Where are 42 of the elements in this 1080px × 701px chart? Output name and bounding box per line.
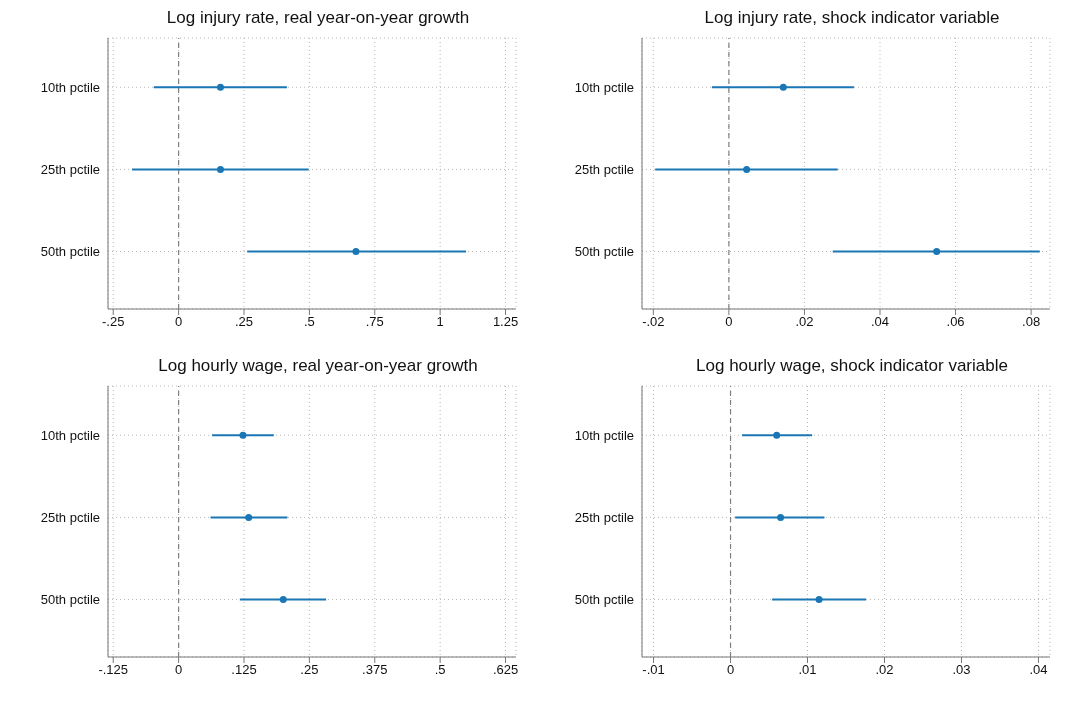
y-tick-label: 50th pctile: [574, 592, 634, 608]
x-tick-label: .625: [492, 662, 519, 678]
x-tick-label: 1.25: [492, 314, 519, 330]
x-tick-label: .5: [303, 314, 315, 330]
x-tick-label: .04: [870, 314, 890, 330]
chart-title: Log injury rate, shock indicator variable: [703, 8, 1001, 29]
x-tick-label: -.01: [642, 662, 665, 678]
x-tick-label: 0: [175, 314, 183, 330]
x-tick-label: .04: [1029, 662, 1048, 678]
x-tick-label: .03: [952, 662, 971, 678]
y-tick-label: 25th pctile: [574, 510, 634, 526]
y-tick-label: 50th pctile: [40, 592, 100, 608]
chart-title: Log hourly wage, real year-on-year growth: [157, 356, 479, 377]
x-tick-label: 0: [726, 662, 735, 678]
y-tick-label: 10th pctile: [40, 427, 100, 443]
x-tick-label: -.125: [98, 662, 129, 678]
x-tick-label: 0: [725, 314, 733, 330]
x-tick-label: .375: [362, 662, 388, 678]
x-tick-label: .125: [231, 662, 257, 678]
y-tick-label: 50th pctile: [40, 244, 100, 260]
x-tick-label: .5: [434, 662, 446, 678]
x-tick-label: -.02: [642, 314, 665, 330]
chart-title: Log hourly wage, shock indicator variable: [695, 356, 1009, 377]
x-tick-label: 0: [175, 662, 183, 678]
x-tick-label: .25: [300, 662, 319, 678]
x-tick-label: -.25: [102, 314, 125, 330]
x-tick-label: .25: [234, 314, 254, 330]
y-tick-label: 10th pctile: [40, 79, 100, 95]
x-tick-label: 1: [436, 314, 444, 330]
x-tick-label: .06: [946, 314, 965, 330]
chart-title: Log injury rate, real year-on-year growth: [165, 8, 471, 29]
y-tick-label: 10th pctile: [574, 427, 634, 443]
y-tick-label: 25th pctile: [40, 510, 100, 526]
y-tick-label: 25th pctile: [574, 162, 634, 178]
x-tick-label: .75: [365, 314, 384, 330]
x-tick-label: .08: [1022, 314, 1041, 330]
x-tick-label: .02: [795, 314, 814, 330]
x-tick-label: .01: [798, 662, 817, 678]
y-tick-label: 10th pctile: [574, 79, 634, 95]
y-tick-label: 25th pctile: [40, 162, 100, 178]
x-tick-label: .02: [875, 662, 894, 678]
y-tick-label: 50th pctile: [574, 244, 634, 260]
